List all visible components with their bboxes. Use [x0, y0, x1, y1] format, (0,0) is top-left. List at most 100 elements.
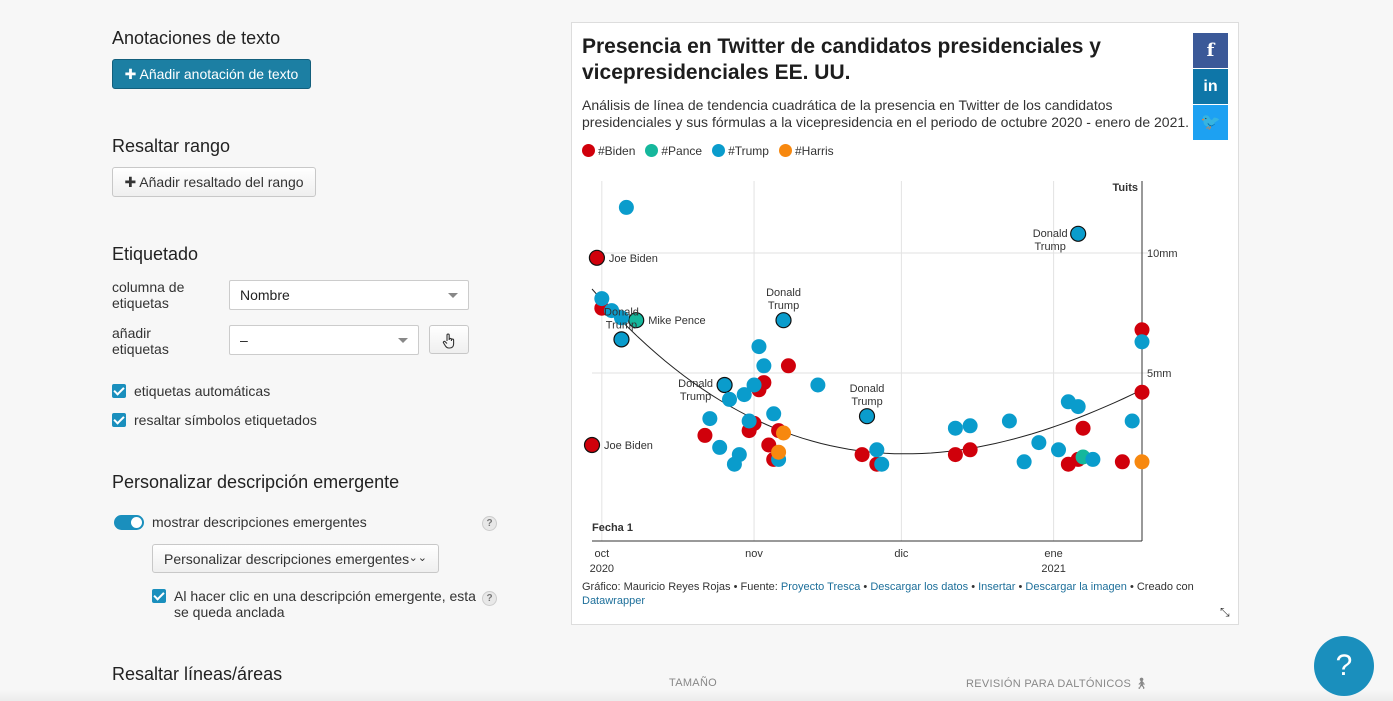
point-label: Donald Trump: [766, 287, 801, 312]
help-icon[interactable]: ?: [482, 516, 497, 531]
data-point: [947, 420, 963, 436]
help-chat-button[interactable]: ?: [1314, 636, 1374, 696]
label-column-label: columna de etiquetas: [112, 279, 185, 311]
data-point: [947, 447, 963, 463]
x-tick-sublabel: 2021: [1041, 563, 1065, 573]
download-image-link[interactable]: Descargar la imagen: [1025, 581, 1127, 593]
facebook-icon: f: [1206, 40, 1215, 61]
point-label-line: Trump: [1034, 241, 1065, 253]
section-title-text-annotations: Anotaciones de texto: [112, 28, 281, 48]
sticky-tooltip-checkbox[interactable]: [152, 589, 166, 603]
data-point: [780, 358, 796, 374]
embed-link[interactable]: Insertar: [978, 581, 1016, 593]
auto-labels-label: etiquetas automáticas: [134, 383, 271, 399]
section-title-highlight-lines: Resaltar líneas/áreas: [112, 664, 283, 684]
point-label-line: Trump: [768, 300, 799, 312]
legend-item: #Harris: [778, 144, 834, 158]
data-point: [594, 291, 610, 307]
scatter-plot: oct 2020 nov dic ene 2021 5mm 10mm Tuits Fecha 1 J…: [583, 181, 1178, 573]
auto-labels-checkbox[interactable]: [112, 384, 126, 398]
point-label-line: Donald: [1033, 228, 1068, 240]
chart-card: Presencia en Twitter de candidatos presi…: [571, 22, 1239, 625]
data-point: [1085, 451, 1101, 467]
point-label: Joe Biden: [604, 440, 653, 452]
add-labels-value: –: [240, 332, 248, 348]
data-point: [697, 427, 713, 443]
footer-credit: Gráfico: Mauricio Reyes Rojas • Fuente:: [582, 581, 781, 593]
show-tooltips-label: mostrar descripciones emergentes: [152, 514, 367, 530]
datawrapper-link[interactable]: Datawrapper: [582, 595, 645, 607]
resize-icon[interactable]: ⤡: [1220, 605, 1230, 619]
y-axis-title: Tuits: [1113, 182, 1138, 194]
data-point: [1051, 442, 1067, 458]
linkedin-share-button[interactable]: in: [1193, 69, 1228, 104]
data-point: [766, 406, 782, 422]
point-label: Donald Trump: [678, 378, 713, 403]
chart-title: Presencia en Twitter de candidatos presi…: [582, 35, 1101, 84]
legend-item: #Biden: [582, 144, 635, 158]
show-tooltips-toggle[interactable]: [114, 515, 144, 530]
section-title-labeling: Etiquetado: [112, 244, 199, 264]
data-point: [776, 425, 792, 441]
point-label-line: Donald: [766, 287, 801, 299]
legend-swatch: [645, 144, 659, 157]
data-point: [628, 312, 645, 329]
data-point: [1124, 413, 1140, 429]
data-point: [869, 442, 885, 458]
data-point: [1075, 420, 1091, 436]
add-labels-label: añadir etiquetas: [112, 325, 169, 357]
hand-pointer-icon: [442, 333, 455, 349]
twitter-icon: 🐦: [1200, 114, 1221, 131]
help-icon[interactable]: ?: [482, 591, 497, 606]
legend-label: #Trump: [728, 144, 769, 158]
data-point: [702, 411, 718, 427]
data-point: [1134, 384, 1150, 400]
question-mark-icon: ?: [1335, 649, 1353, 682]
linkedin-icon: in: [1203, 78, 1218, 95]
highlight-labeled-checkbox[interactable]: [112, 413, 126, 427]
source-link[interactable]: Proyecto Tresca: [780, 581, 861, 593]
data-point: [712, 439, 728, 455]
accessibility-icon: 🚶︎: [1134, 678, 1149, 690]
add-range-highlight-button[interactable]: ✚ Añadir resaltado del rango: [112, 167, 316, 197]
data-point: [736, 387, 752, 403]
legend-item: #Pance: [645, 144, 702, 158]
y-tick-label: 5mm: [1147, 368, 1171, 380]
data-point: [613, 310, 629, 326]
facebook-share-button[interactable]: f: [1193, 33, 1228, 68]
legend-label: #Biden: [598, 144, 636, 158]
legend-swatch: [582, 144, 595, 157]
data-point: [810, 377, 826, 393]
legend-label: #Pance: [661, 144, 703, 158]
customize-tooltips-label: Personalizar descripciones emergentes: [164, 551, 410, 567]
data-point: [741, 413, 757, 429]
data-point: [583, 436, 601, 454]
x-tick-label: dic: [894, 548, 909, 560]
label-column-select[interactable]: Nombre: [229, 280, 469, 310]
trendline: [591, 288, 1143, 455]
customize-tooltips-button[interactable]: Personalizar descripciones emergentes ⌄⌄: [152, 544, 439, 573]
add-text-annotation-button[interactable]: ✚ Añadir anotación de texto: [112, 59, 311, 89]
legend-item: #Trump: [712, 144, 769, 158]
pick-labels-button[interactable]: [429, 325, 469, 354]
data-point: [962, 442, 978, 458]
x-tick-sublabel: 2020: [590, 563, 614, 573]
point-label-line: Donald: [850, 383, 885, 395]
highlight-labeled-label: resaltar símbolos etiquetados: [134, 412, 317, 428]
data-point: [1016, 454, 1032, 470]
data-point: [751, 339, 767, 355]
download-data-link[interactable]: Descargar los datos: [870, 581, 969, 593]
add-labels-select[interactable]: –: [229, 325, 419, 355]
double-chevron-down-icon: ⌄⌄: [408, 552, 427, 564]
data-point: [1134, 334, 1150, 350]
data-point: [1134, 322, 1150, 338]
data-point: [588, 249, 606, 266]
label-column-value: Nombre: [240, 287, 290, 303]
data-point: [731, 447, 747, 463]
chart-legend: #Biden #Pance #Trump #Harris: [582, 144, 844, 158]
data-point: [874, 456, 890, 472]
twitter-share-button[interactable]: 🐦: [1193, 105, 1228, 140]
data-point: [1070, 399, 1086, 415]
data-point: [756, 358, 772, 374]
chevron-down-icon: [448, 293, 458, 298]
